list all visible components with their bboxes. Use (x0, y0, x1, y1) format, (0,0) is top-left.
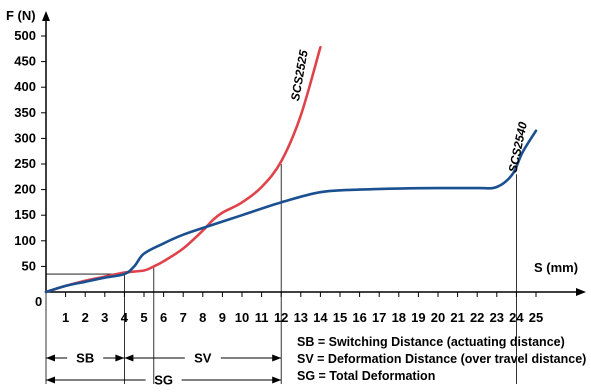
y-tick-label: 450 (14, 54, 36, 69)
x-tick-label: 9 (219, 310, 226, 325)
x-tick-label: 10 (235, 310, 249, 325)
x-tick-label: 19 (411, 310, 425, 325)
x-tick-label: 4 (121, 310, 129, 325)
x-tick-label: 17 (372, 310, 386, 325)
y-tick-label: 400 (14, 79, 36, 94)
x-tick-label: 20 (431, 310, 445, 325)
y-tick-label: 300 (14, 130, 36, 145)
series-line-scs2525 (44, 46, 322, 294)
x-tick-label: 21 (450, 310, 464, 325)
x-tick-label: 2 (82, 310, 89, 325)
x-tick-label: 22 (470, 310, 484, 325)
x-tick-label: 5 (140, 310, 147, 325)
y-tick-label: 50 (22, 258, 36, 273)
dimension-arrowhead (272, 354, 282, 362)
x-tick-label: 16 (352, 310, 366, 325)
x-axis-label: S (mm) (534, 260, 578, 275)
x-tick-label: 13 (294, 310, 308, 325)
x-tick-label: 3 (101, 310, 108, 325)
series-lines (44, 46, 538, 294)
legend: SB = Switching Distance (actuating dista… (297, 335, 586, 383)
y-tick-label: 250 (14, 156, 36, 171)
y-tick-label: 150 (14, 207, 36, 222)
x-tick-label: 25 (529, 310, 543, 325)
dimension-arrowhead (272, 376, 282, 384)
x-axis-arrowhead (576, 288, 586, 296)
y-axis-label: F (N) (6, 8, 36, 23)
x-tick-label: 14 (313, 310, 328, 325)
legend-entry: SB = Switching Distance (actuating dista… (297, 335, 565, 349)
dimension-arrows: SB SV SG (46, 351, 282, 388)
dimension-label-sg: SG (154, 373, 173, 388)
y-tick-label: 350 (14, 105, 36, 120)
x-tick-label: 6 (160, 310, 167, 325)
x-tick-label: 12 (274, 310, 288, 325)
legend-entry: SV = Deformation Distance (over travel d… (297, 352, 586, 366)
dimension-arrowhead (46, 354, 55, 362)
x-tick-label: 11 (255, 310, 269, 325)
origin-label: 0 (35, 294, 42, 309)
series-line-scs2540 (44, 129, 538, 294)
dimension-label-sb: SB (76, 351, 94, 366)
y-tick-label: 200 (14, 182, 36, 197)
dimension-label-sv: SV (194, 351, 212, 366)
x-tick-label: 7 (180, 310, 187, 325)
y-tick-label: 500 (14, 28, 36, 43)
x-tick-label: 18 (392, 310, 406, 325)
x-tick-label: 1 (62, 310, 69, 325)
x-tick-label: 8 (199, 310, 206, 325)
ticks: 1 2 3 4 5 6 7 8 9 10 11 12 13 14 15 16 17 18 19 20 21 22 23 24 2… (14, 28, 543, 325)
axes: F (N) S (mm) 0 (6, 8, 586, 309)
dimension-arrowhead (115, 354, 125, 362)
reference-lines (45, 164, 517, 384)
dimension-arrowhead (124, 354, 134, 362)
x-tick-label: 24 (509, 310, 524, 325)
legend-entry: SG = Total Deformation (297, 369, 435, 383)
dimension-arrowhead (46, 376, 55, 384)
y-axis-arrowhead (42, 11, 50, 21)
x-tick-label: 23 (490, 310, 504, 325)
y-tick-label: 100 (14, 233, 36, 248)
x-tick-label: 15 (333, 310, 347, 325)
